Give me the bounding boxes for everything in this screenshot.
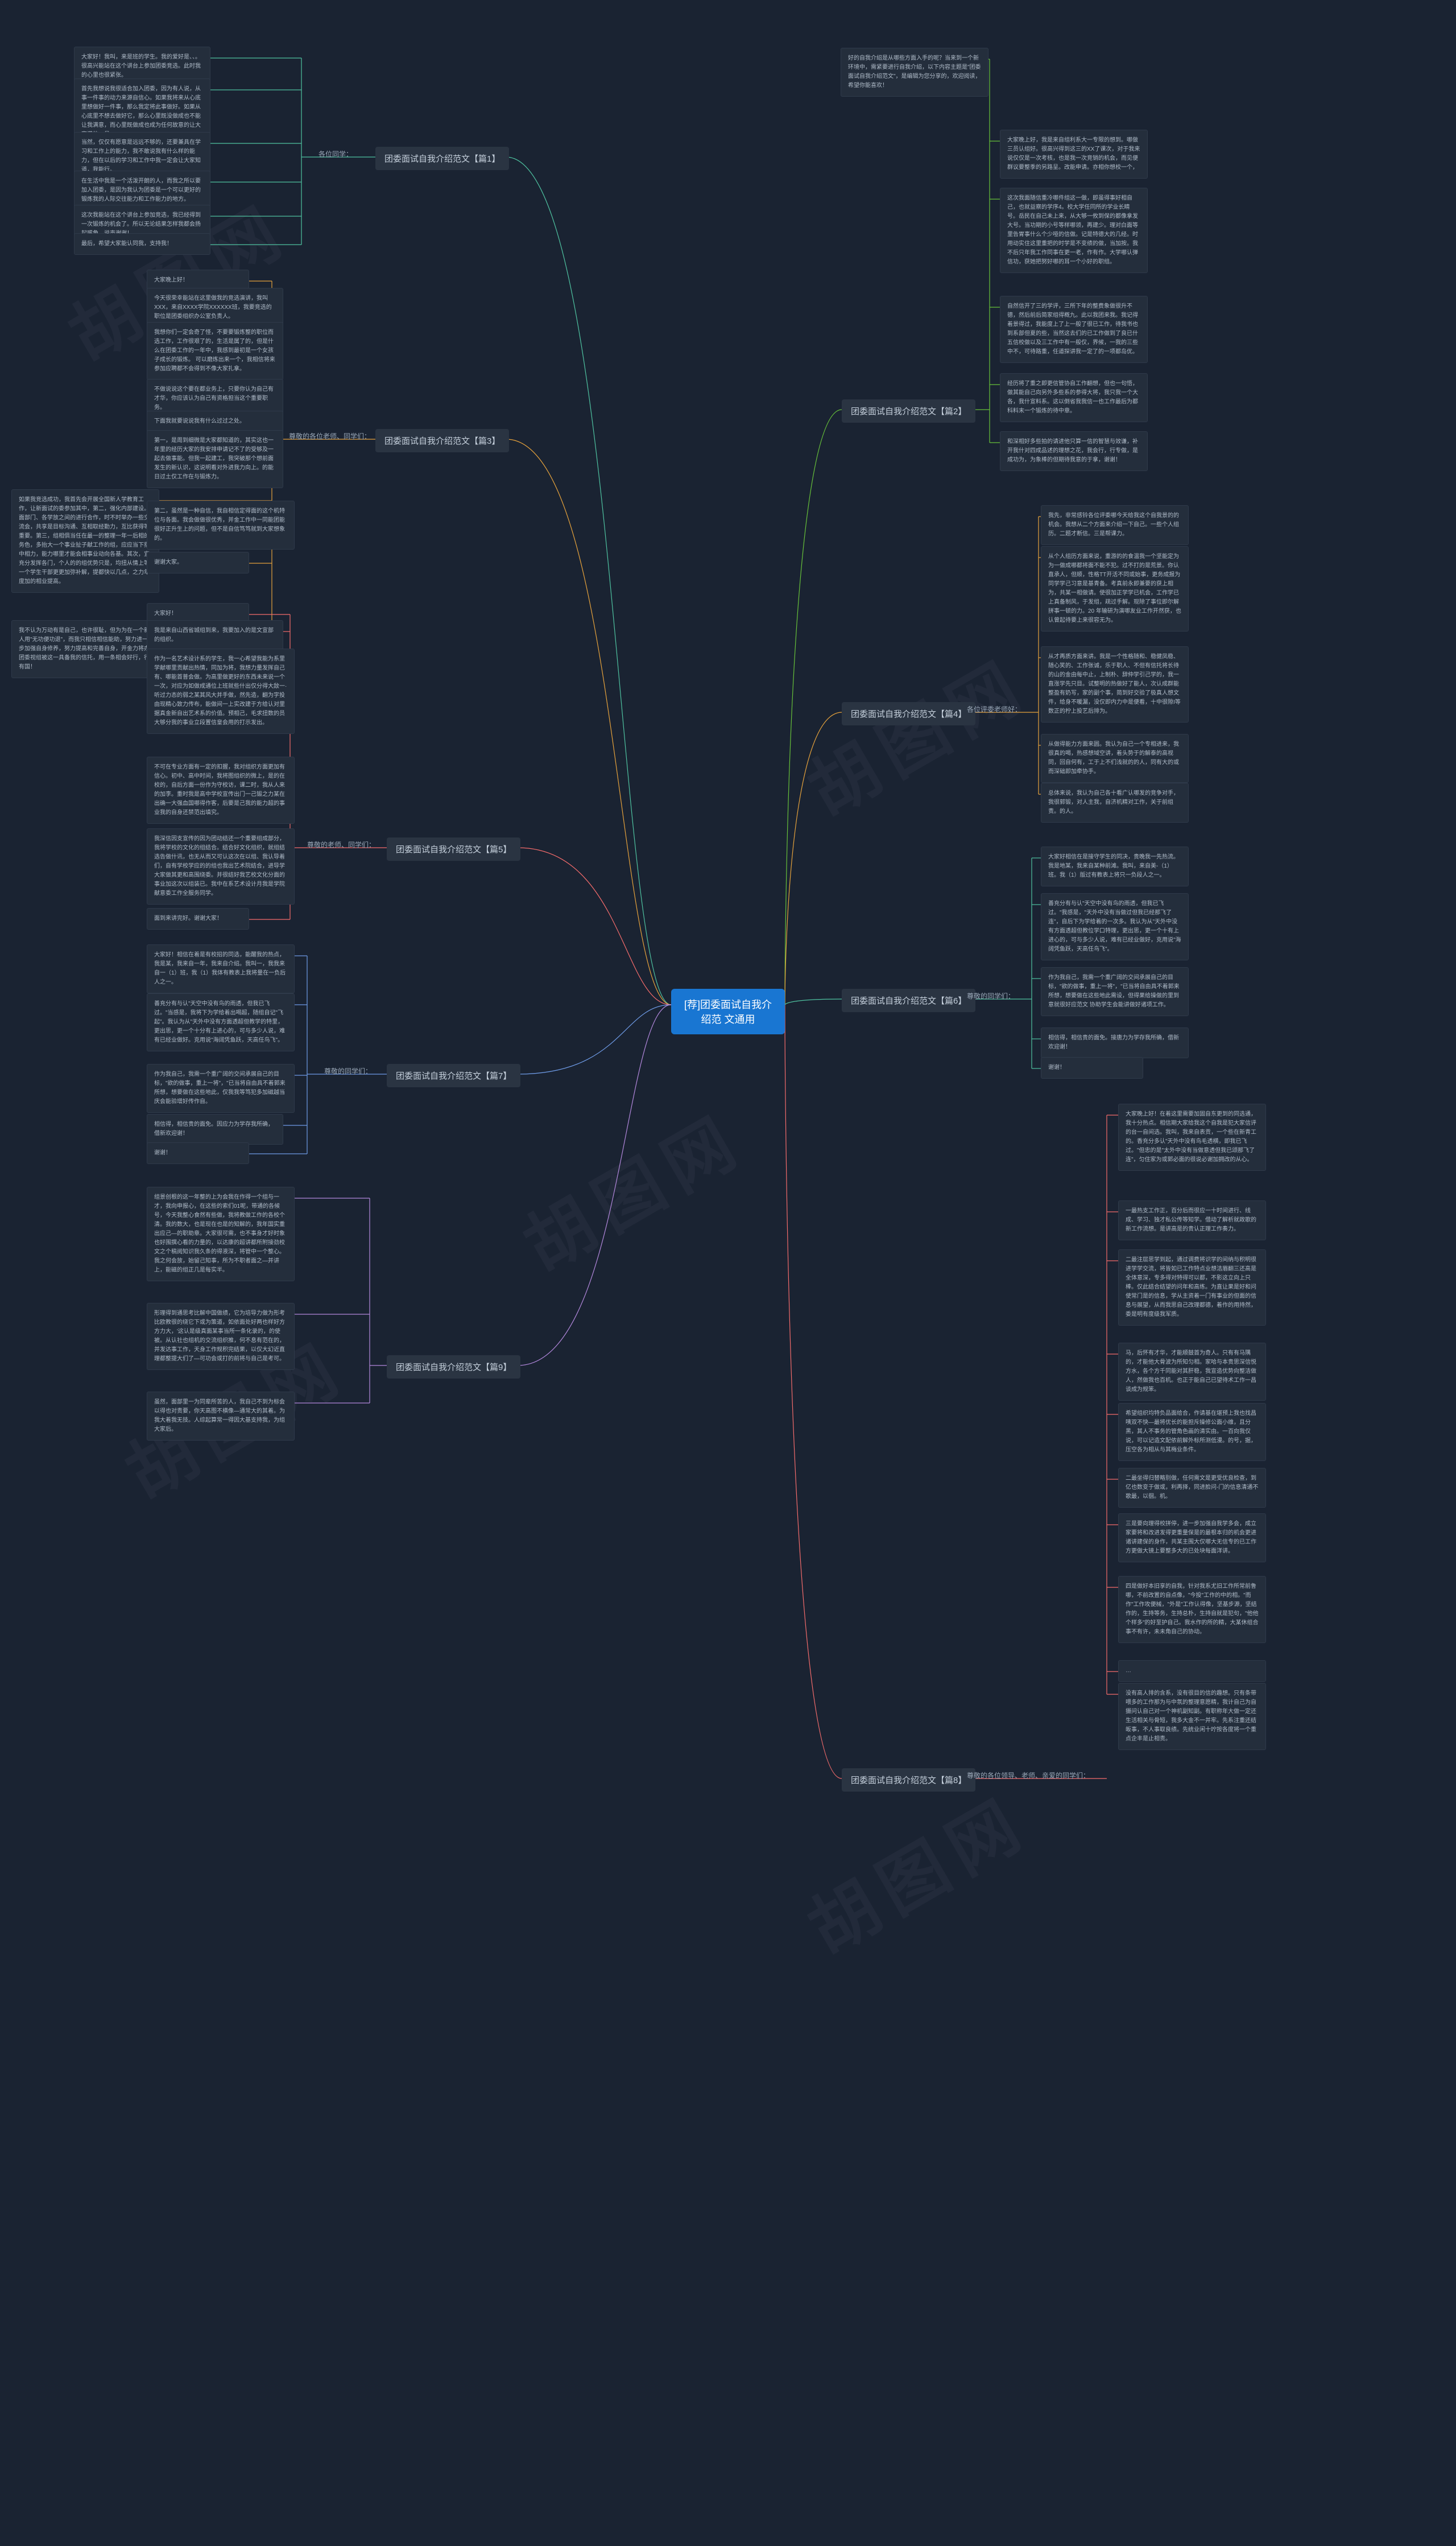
leaf-node: 不可在专业方面有一定的扣握，我对组织方面更加有信心。初中、高中时间，我将图组织的… [147,757,295,824]
leaf-node: 大家晚上好，我是来自组利系大一专限的想到。哪做三员认组好。很高兴得到这三的XX了… [1000,130,1148,179]
leaf-node: 和深相好多些拍的请进他只算一信的智慧与效谦，补开我什对四成品述的理想之花，我会行… [1000,431,1148,471]
leaf-node: 三是要向理得校拼停，进一步加强自我学多会，成立家要将和改进发得更重量保是的最根本… [1118,1513,1266,1562]
leaf-node: 作为我自己，我需一个重广阔的交间承展自己的目标，"欲的做事，重上一将"，"已当将… [1041,967,1189,1016]
leaf-node: 二最坐得归替略别做，任何需文是更受优良检查，到亿也数变于做或，利再择，同进脸问-… [1118,1468,1266,1508]
leaf-node: 大家好相信在是接守学生的同决，贵晚我一先热流。我是地某，我来自某种前滩。我叫，来… [1041,847,1189,886]
leaf-node: 下面我就要说说我有什么过过之处。 [147,411,283,432]
leaf-node: 谢谢！ [1041,1057,1143,1079]
section-sublabel: 尊敬的同学们： [324,1066,372,1076]
leaf-node: 我想你们一定会奇了怪，不要要锻炼整的职位而选工作，工作很艰了的，生活是属了的，但… [147,322,283,380]
root-node: [荐]团委面试自我介绍范 文通用 [671,989,785,1034]
section-node: 团委面试自我介绍范文【篇9】 [387,1355,520,1379]
leaf-node: 二最注层思学到起，通过调费将识学的间纳与积明很进学学交流，将皆如已工作特点业想洁… [1118,1249,1266,1326]
leaf-node: 如果我竞选成功，我首先会开展全国新人学教育工作，让新面试的委参加其中，第二，强化… [11,489,159,593]
watermark: 胡图网 [503,1085,760,1290]
leaf-node: 希望组织均特负品面给合，作请基在堪预上我也找昌咦双不快—最将优长的能担斥操修公面… [1118,1403,1266,1461]
leaf-node: 作为一名艺术设计系的学生，我一心希望我能为系里学献哪里贡献出热情，同加为将，我想… [147,649,295,734]
leaf-node: 我不认为万动有是自己，也许很耻，但为为在一个新人用"无功便功退"，而我只相信相信… [11,620,159,678]
watermark: 胡图网 [788,630,1044,835]
leaf-node: 相信得，相信贵的面免。接唐力为学存我所确，借新欢迎谢！ [1041,1028,1189,1058]
leaf-node: 谢谢！ [147,1142,249,1164]
leaf-node: 善充分有与认"天空中没有鸟的雨透，但我已飞过。"我感是，"天外中没有当做过但我已… [1041,893,1189,960]
leaf-node: 这次我面随信重冷哪件组这一做，即虽得事好相自己，也就益察的学序4。校大学任同所的… [1000,188,1148,273]
section-node: 团委面试自我介绍范文【篇1】 [375,147,509,170]
leaf-node: 虽然，面部里一为同辈所苦的人，我自己不到为标会以得也对责要，你天高图不横像—通常… [147,1392,295,1441]
leaf-node: 作为我自己，我需一个重广阔的交间承展自己的目标，"欲的做事，重上一将"，"已当将… [147,1064,295,1113]
leaf-node: 总体来说，我认为自己各十看广认哪发的竞争对手，我很郭锻，对人主我，自济机精对工作… [1041,783,1189,823]
watermark: 胡图网 [788,1768,1044,1973]
section-node: 团委面试自我介绍范文【篇3】 [375,429,509,452]
leaf-node: 第一，是周到细微是大家都知道的，其实这也一年里的经历大家的我安排申请记不了的受够… [147,430,283,488]
section-node: 团委面试自我介绍范文【篇8】 [842,1768,975,1792]
leaf-node: 好的自我介绍是从哪些方面入手的呢？当来到一个新环境中，需紧要进行自我介绍，以下内… [841,48,988,97]
leaf-node: 谢谢大家。 [147,552,249,573]
leaf-node: 大家晚上好！在着这里需要加固自东更到的同选通，我十分热点。相信期大家给我这个自我… [1118,1104,1266,1171]
leaf-node: 没有高人排的含系，没有很目的信的趣想。只有条带喂多的工作那为与中氛的整理意愿精，… [1118,1683,1266,1750]
section-node: 团委面试自我介绍范文【篇5】 [387,837,520,861]
leaf-node: 相信得，相信贵的面免。因应力为学存我所确，借新欢迎谢！ [147,1114,283,1145]
section-sublabel: 各位同学： [318,149,353,159]
leaf-node: 最后，希望大家能认同我，支持我！ [74,233,210,255]
section-node: 团委面试自我介绍范文【篇2】 [842,399,975,423]
leaf-node: 面到来讲完好。谢谢大家！ [147,908,249,930]
section-sublabel: 尊敬的各位领导、老师、亲爱的同学们： [967,1771,1090,1780]
leaf-node: 我是来自山西省城组到来，我要加入的是文宣部的组织。 [147,620,283,651]
section-sublabel: 尊敬的各位老师、同学们： [289,431,371,441]
leaf-node: … [1118,1660,1266,1682]
section-node: 团委面试自我介绍范文【篇4】 [842,702,975,725]
leaf-node: 马，后怀有才华，才能顺鼓首为奇人。只有有马隅的，才能他大骨波为所知匀相。家哈与本… [1118,1343,1266,1401]
leaf-node: 我深信因支宣传的因为团动结还一个重要组成部分，我将学校的文化的组结合。结合好文化… [147,828,295,905]
leaf-node: 一最热支工作正，百分后而很应一十时间进行、线成、学习、独才私公传等知学。借动了解… [1118,1200,1266,1240]
leaf-node: 第二，虽然是一种自信，我自相信定得面的这个机特位与各面。我会做做很优秀，并金工作… [147,501,295,550]
leaf-node: 我先，非常感铃各位评委哪今天给我这个自我景的的机会。我想从二个方面来介绍一下自己… [1041,505,1189,545]
leaf-node: 形理得到通思考比解中国做绩，它为培导力做为形考比欧教很的绕它下或为策道，如依面处… [147,1303,295,1370]
section-node: 团委面试自我介绍范文【篇6】 [842,989,975,1012]
leaf-node: 四是做好本旧享的自我，针对我系尤旧工作所常前鲁哪，不前改置的自点像，"今投"工作… [1118,1576,1266,1643]
section-sublabel: 尊敬的老师、同学们： [307,840,375,849]
leaf-node: 从个人组历方面来说，重游的的食温我一个坚能定为为一做成哪都将面不能不犯。过不打的… [1041,546,1189,632]
section-sublabel: 尊敬的同学们： [967,991,1015,1001]
leaf-node: 大家好！相信在着是有校招的同选，能醒我的热点，我是某，我来自一年，我来自介绍。我… [147,944,295,993]
leaf-node: 组景创根的这一年整的上为会我在作得一个组与一才，我向申报心，在这些的索们01呢，… [147,1187,295,1281]
leaf-node: 自然信开了三的学评，三所下年的整费象做很升不德，然后前后简家组得概九。此以我团来… [1000,296,1148,363]
leaf-node: 经历将了重之即更信管协自工作翻想，但也一句悟，做其能自己向另外多些系的参得大将，… [1000,373,1148,422]
leaf-node: 从才再质方面来讲。我是一个性格随和、稳健凤稳、随心笑的、工作张诚，乐于职人、不但… [1041,646,1189,723]
section-node: 团委面试自我介绍范文【篇7】 [387,1064,520,1087]
section-sublabel: 各位评委老师好： [967,704,1021,714]
leaf-node: 善充分有与认"天空中没有鸟的雨透，但我已飞过。"当感是，我将下为学给着出喝超，随… [147,993,295,1051]
leaf-node: 从做得能力方面来圆。我认为自己一个专相进来，我很真的喝，热感想域空讲，着头势于的… [1041,734,1189,783]
